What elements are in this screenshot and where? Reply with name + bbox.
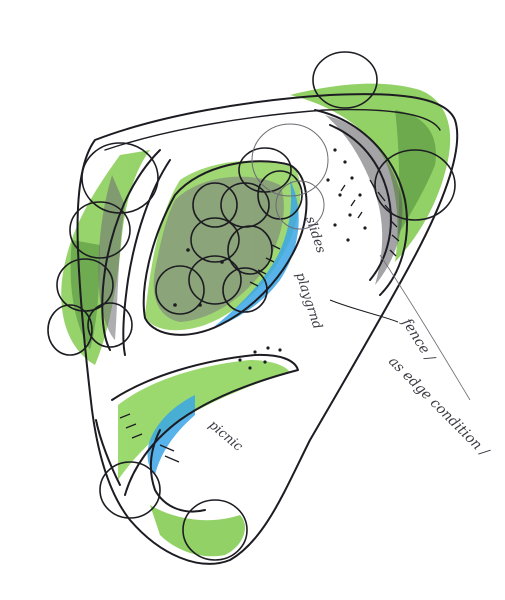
tree-canopy-circles [47,51,456,561]
site-boundary [76,93,459,565]
right-crescent-outline [314,109,408,296]
lower-arc-green [118,360,290,480]
playground-blue-arc [210,180,299,330]
lower-arc-outline [111,353,299,496]
fence-leader-line [329,299,399,323]
center-mound-outline [142,160,308,336]
left-band-outline [101,149,171,356]
picnic-blue-arc [147,395,195,475]
detail-marks [173,148,367,370]
center-canopy-gray [153,176,284,322]
bottom-corner-green [150,505,245,557]
fence-ticks [119,179,400,463]
blue-crayon-areas [147,180,299,475]
ink-outlines [76,93,459,565]
right-crescent-gray [325,115,403,285]
